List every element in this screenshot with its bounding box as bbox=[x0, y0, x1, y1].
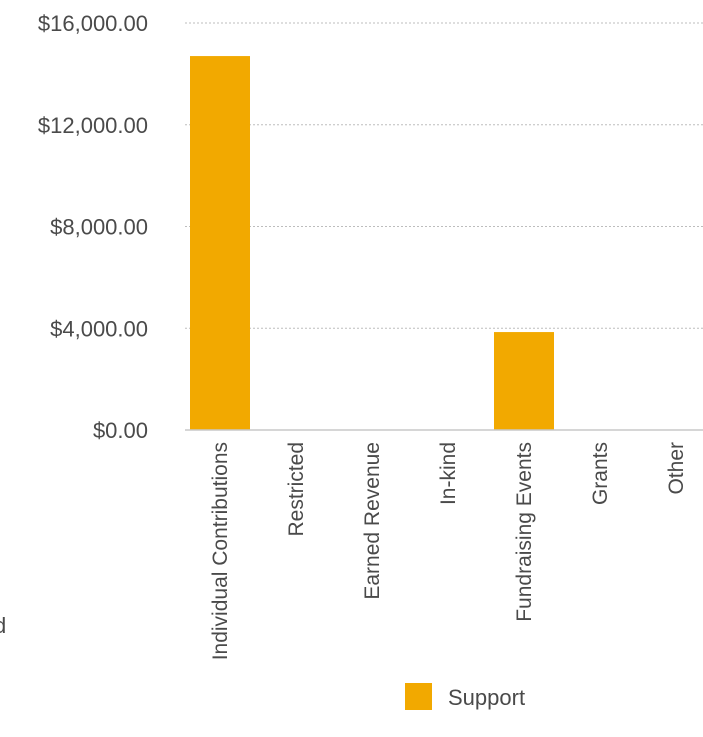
x-category-label: Restricted bbox=[285, 442, 308, 537]
x-category-label: Individual Contributions bbox=[209, 442, 232, 660]
y-tick-label: $16,000.00 bbox=[38, 11, 148, 36]
clipped-left-text: d bbox=[0, 613, 6, 638]
bars bbox=[190, 56, 554, 430]
y-tick-label: $4,000.00 bbox=[50, 316, 148, 341]
y-tick-label: $8,000.00 bbox=[50, 215, 148, 240]
legend-swatch bbox=[405, 683, 432, 710]
x-category-label: Grants bbox=[589, 442, 612, 505]
y-axis-tick-labels: $0.00 $4,000.00 $8,000.00 $12,000.00 $16,000… bbox=[38, 11, 148, 443]
x-category-label: Other bbox=[665, 442, 688, 495]
legend: Support bbox=[405, 683, 525, 710]
x-category-label: In-kind bbox=[437, 442, 460, 505]
y-tick-label: $12,000.00 bbox=[38, 113, 148, 138]
bar bbox=[494, 332, 554, 430]
x-category-label: Earned Revenue bbox=[361, 442, 384, 600]
gridlines bbox=[185, 22, 703, 329]
legend-label: Support bbox=[448, 685, 525, 710]
clipped-text: d bbox=[0, 613, 6, 638]
x-category-label: Fundraising Events bbox=[513, 442, 536, 622]
x-axis-category-labels: Individual Contributions Restricted Earned… bbox=[209, 442, 688, 660]
y-tick-label: $0.00 bbox=[93, 418, 148, 443]
bar bbox=[190, 56, 250, 430]
